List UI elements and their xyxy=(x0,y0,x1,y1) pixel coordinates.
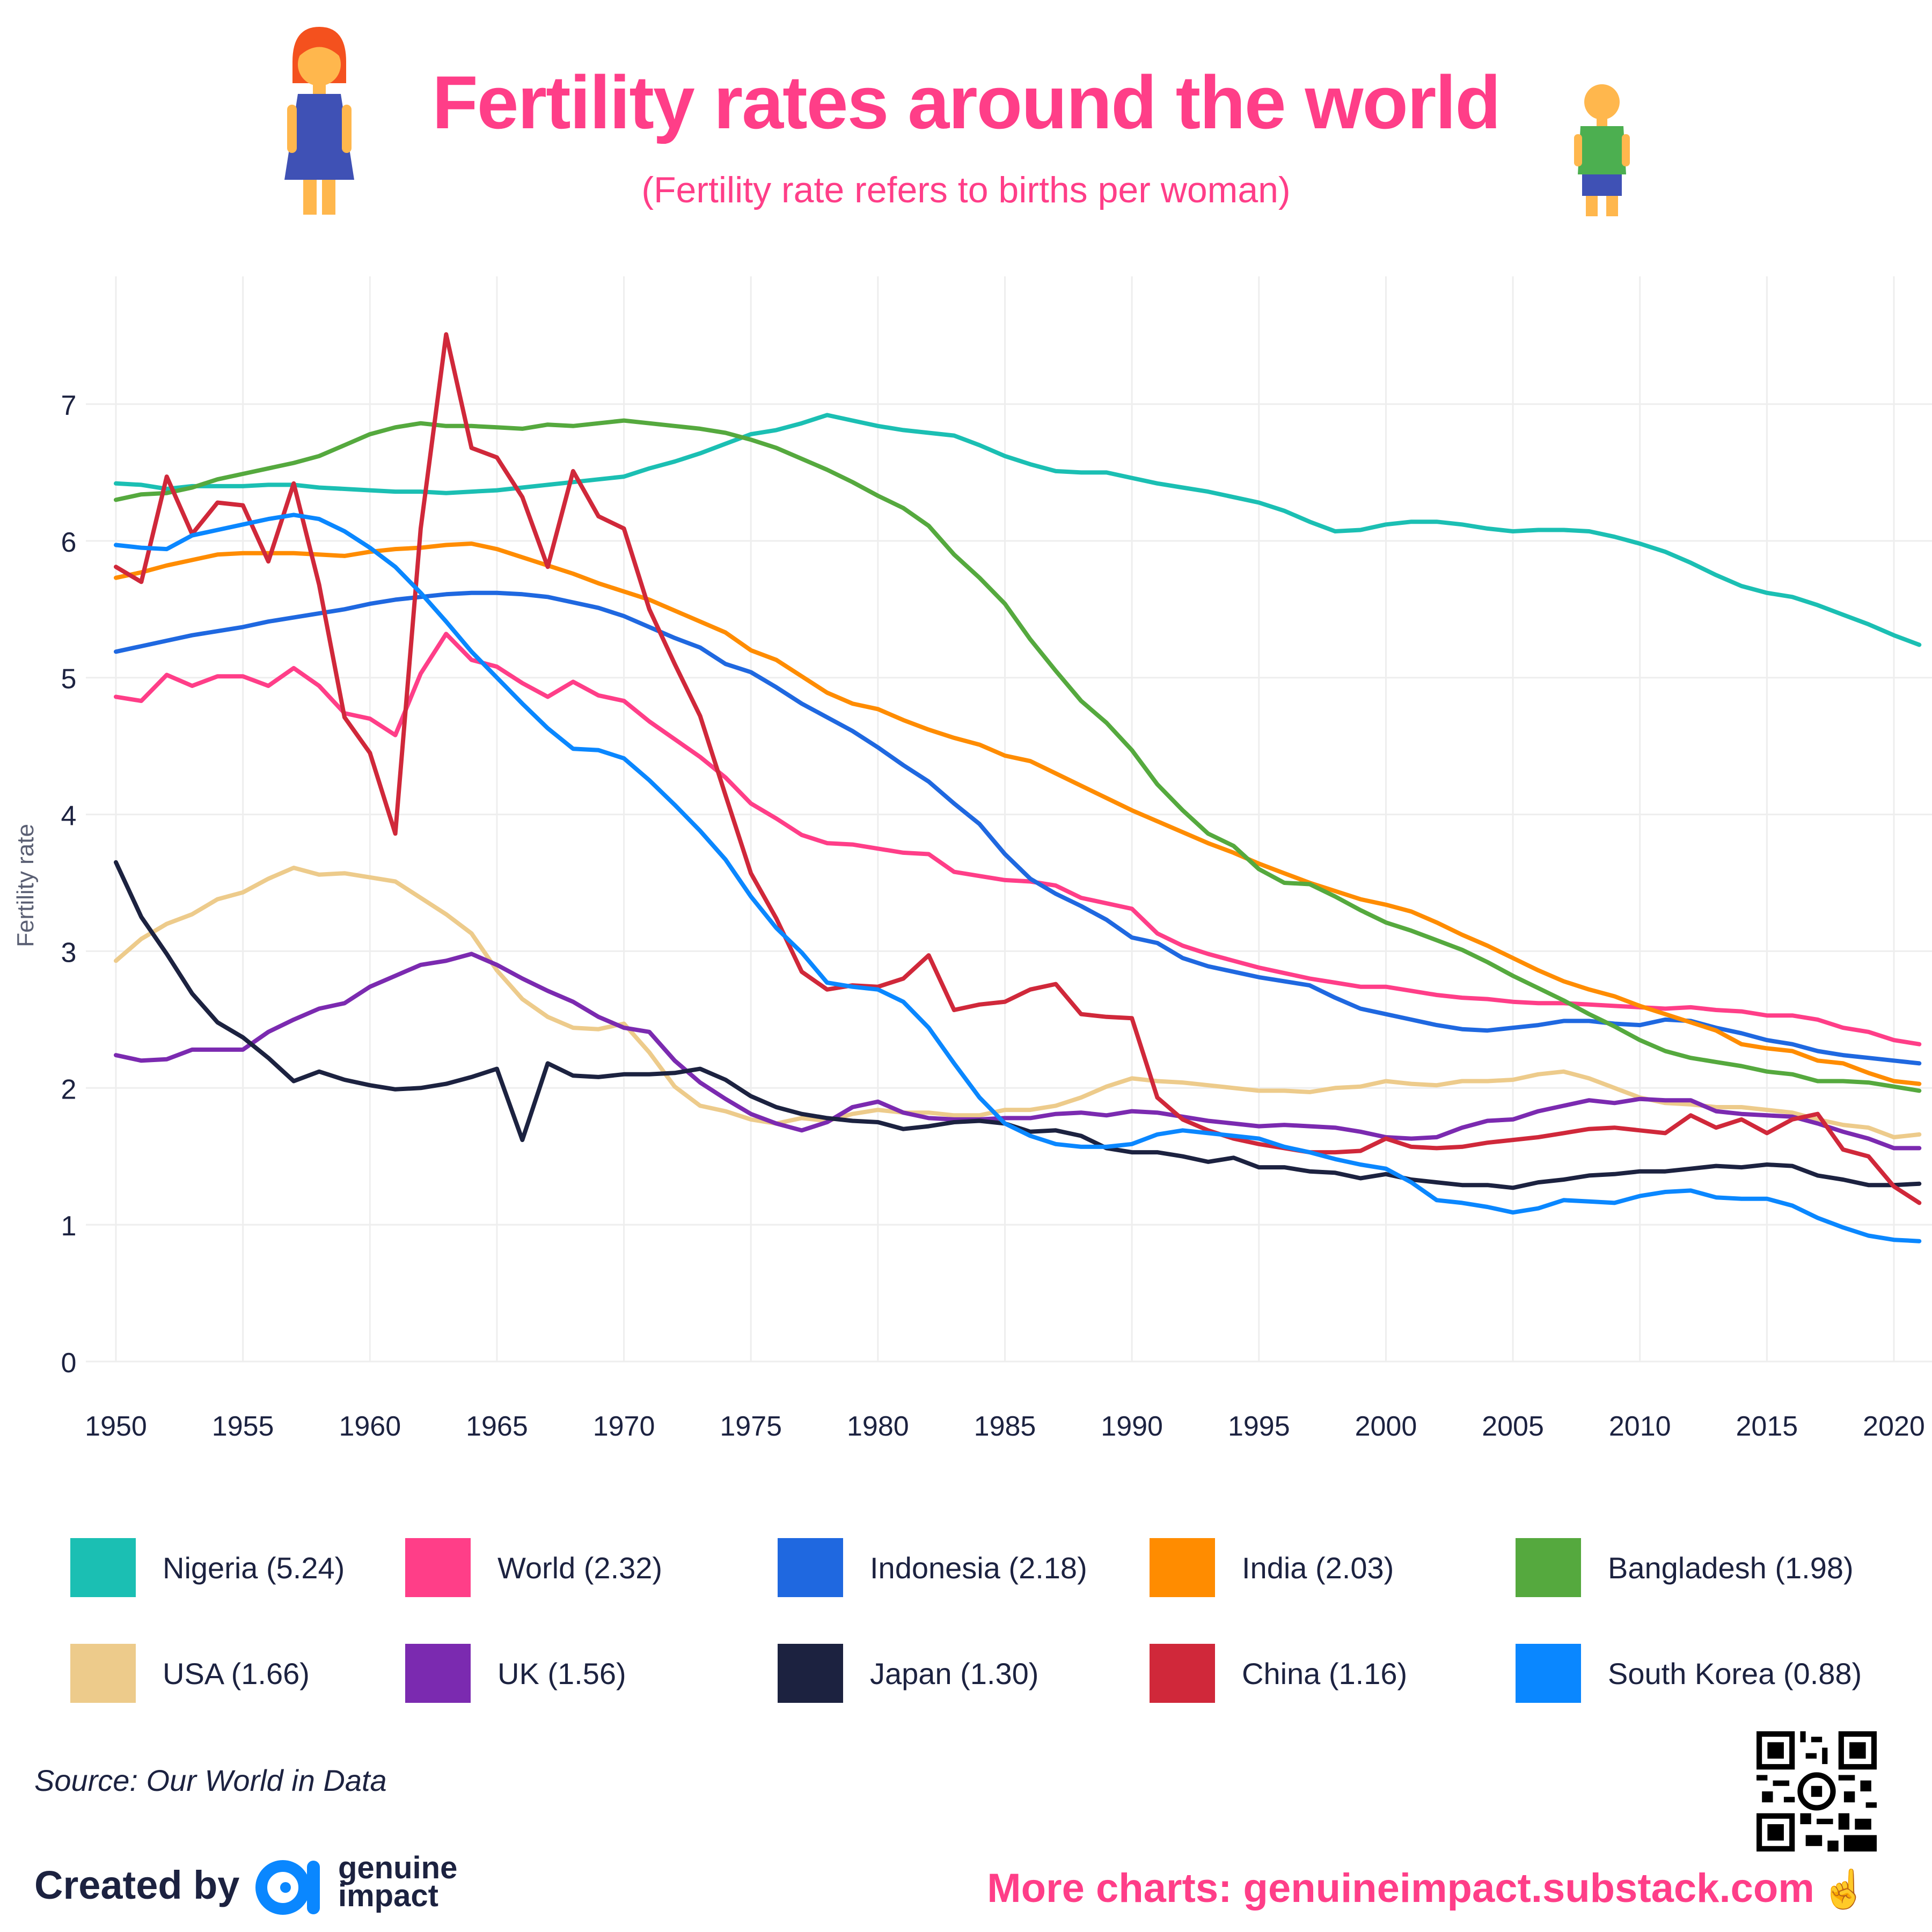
legend-swatch xyxy=(70,1538,136,1597)
legend-swatch xyxy=(70,1644,136,1703)
brand-line-2: impact xyxy=(338,1878,438,1913)
series-line-china xyxy=(114,332,1922,1205)
legend-swatch xyxy=(1516,1538,1581,1597)
x-tick-label: 2015 xyxy=(1736,1411,1798,1442)
x-tick-label: 1955 xyxy=(212,1411,274,1442)
boy-emoji-icon xyxy=(1574,84,1630,216)
woman-emoji-icon xyxy=(284,27,354,215)
legend-label: China (1.16) xyxy=(1242,1656,1408,1690)
legend-label: Japan (1.30) xyxy=(870,1656,1039,1690)
x-tick-label: 1985 xyxy=(974,1411,1036,1442)
legend-item-bangladesh: Bangladesh (1.98) xyxy=(1516,1538,1854,1597)
series-lines xyxy=(114,332,1922,1243)
legend-swatch xyxy=(1150,1538,1215,1597)
legend-swatch xyxy=(405,1644,471,1703)
series-line-south-korea xyxy=(114,513,1922,1243)
source-note: Source: Our World in Data xyxy=(34,1763,387,1797)
legend-item-south-korea: South Korea (0.88) xyxy=(1516,1644,1862,1703)
legend-item-indonesia: Indonesia (2.18) xyxy=(778,1538,1087,1597)
legend-item-china: China (1.16) xyxy=(1150,1644,1407,1703)
grid xyxy=(86,276,1932,1363)
y-axis-ticks: 0 1 2 3 4 5 6 7 xyxy=(61,390,77,1379)
brand-name[interactable]: genuine impact xyxy=(338,1850,458,1913)
x-tick-label: 1995 xyxy=(1228,1411,1290,1442)
legend-swatch xyxy=(1150,1644,1215,1703)
qr-code-icon[interactable] xyxy=(1756,1731,1877,1851)
y-tick-label: 5 xyxy=(61,664,77,695)
legend-item-usa: USA (1.66) xyxy=(70,1644,310,1703)
chart-title: Fertility rates around the world xyxy=(432,60,1501,144)
series-line-indonesia xyxy=(114,590,1922,1066)
pointing-up-emoji-icon: ☝ xyxy=(1820,1868,1868,1910)
legend-label: Indonesia (2.18) xyxy=(870,1550,1087,1585)
series-line-uk xyxy=(114,952,1922,1151)
x-tick-label: 2000 xyxy=(1355,1411,1417,1442)
y-tick-label: 2 xyxy=(61,1074,77,1105)
legend-item-nigeria: Nigeria (5.24) xyxy=(70,1538,345,1597)
x-tick-label: 1950 xyxy=(85,1411,147,1442)
x-tick-label: 1980 xyxy=(847,1411,909,1442)
x-tick-label: 2020 xyxy=(1863,1411,1925,1442)
legend-label: India (2.03) xyxy=(1242,1550,1394,1585)
y-tick-label: 0 xyxy=(61,1348,77,1379)
legend-item-india: India (2.03) xyxy=(1150,1538,1394,1597)
x-tick-label: 1970 xyxy=(593,1411,655,1442)
series-line-world xyxy=(114,632,1922,1046)
chart-subtitle: (Fertility rate refers to births per wom… xyxy=(641,170,1291,210)
series-line-usa xyxy=(114,866,1922,1139)
y-tick-label: 1 xyxy=(61,1211,77,1242)
x-tick-label: 2005 xyxy=(1482,1411,1544,1442)
y-tick-label: 3 xyxy=(61,937,77,968)
y-tick-label: 4 xyxy=(61,801,77,832)
series-line-nigeria xyxy=(114,413,1922,647)
x-tick-label: 1965 xyxy=(466,1411,528,1442)
created-by-label: Created by xyxy=(34,1863,240,1907)
legend-swatch xyxy=(405,1538,471,1597)
more-charts-text: More charts: genuineimpact.substack.com xyxy=(987,1865,1814,1911)
legend-label: South Korea (0.88) xyxy=(1608,1656,1862,1690)
y-axis-label: Fertility rate xyxy=(12,824,39,947)
legend-item-world: World (2.32) xyxy=(405,1538,662,1597)
legend-label: World (2.32) xyxy=(497,1550,663,1585)
legend-swatch xyxy=(778,1644,843,1703)
brand-line-1: genuine xyxy=(338,1850,458,1885)
y-tick-label: 6 xyxy=(61,527,77,558)
x-tick-label: 1990 xyxy=(1101,1411,1163,1442)
genuine-impact-logo-icon xyxy=(255,1860,320,1915)
legend-swatch xyxy=(778,1538,843,1597)
line-chart: 1950 1955 1960 1965 1970 1975 1980 1985 1990 1995… xyxy=(12,276,1932,1442)
legend-label: UK (1.56) xyxy=(497,1656,626,1690)
legend-label: Nigeria (5.24) xyxy=(163,1550,345,1585)
series-line-bangladesh xyxy=(114,418,1922,1093)
legend-item-japan: Japan (1.30) xyxy=(778,1644,1038,1703)
legend-swatch xyxy=(1516,1644,1581,1703)
x-axis-ticks: 1950 1955 1960 1965 1970 1975 1980 1985 1990 1995… xyxy=(85,1411,1925,1442)
x-tick-label: 2010 xyxy=(1609,1411,1671,1442)
legend-item-uk: UK (1.56) xyxy=(405,1644,626,1703)
series-line-india xyxy=(114,541,1922,1086)
y-tick-label: 7 xyxy=(61,390,77,421)
more-charts-link[interactable]: More charts: genuineimpact.substack.com ☝ xyxy=(987,1865,1868,1912)
legend-label: Bangladesh (1.98) xyxy=(1608,1550,1854,1585)
x-tick-label: 1960 xyxy=(339,1411,401,1442)
legend-label: USA (1.66) xyxy=(163,1656,310,1690)
x-tick-label: 1975 xyxy=(720,1411,782,1442)
